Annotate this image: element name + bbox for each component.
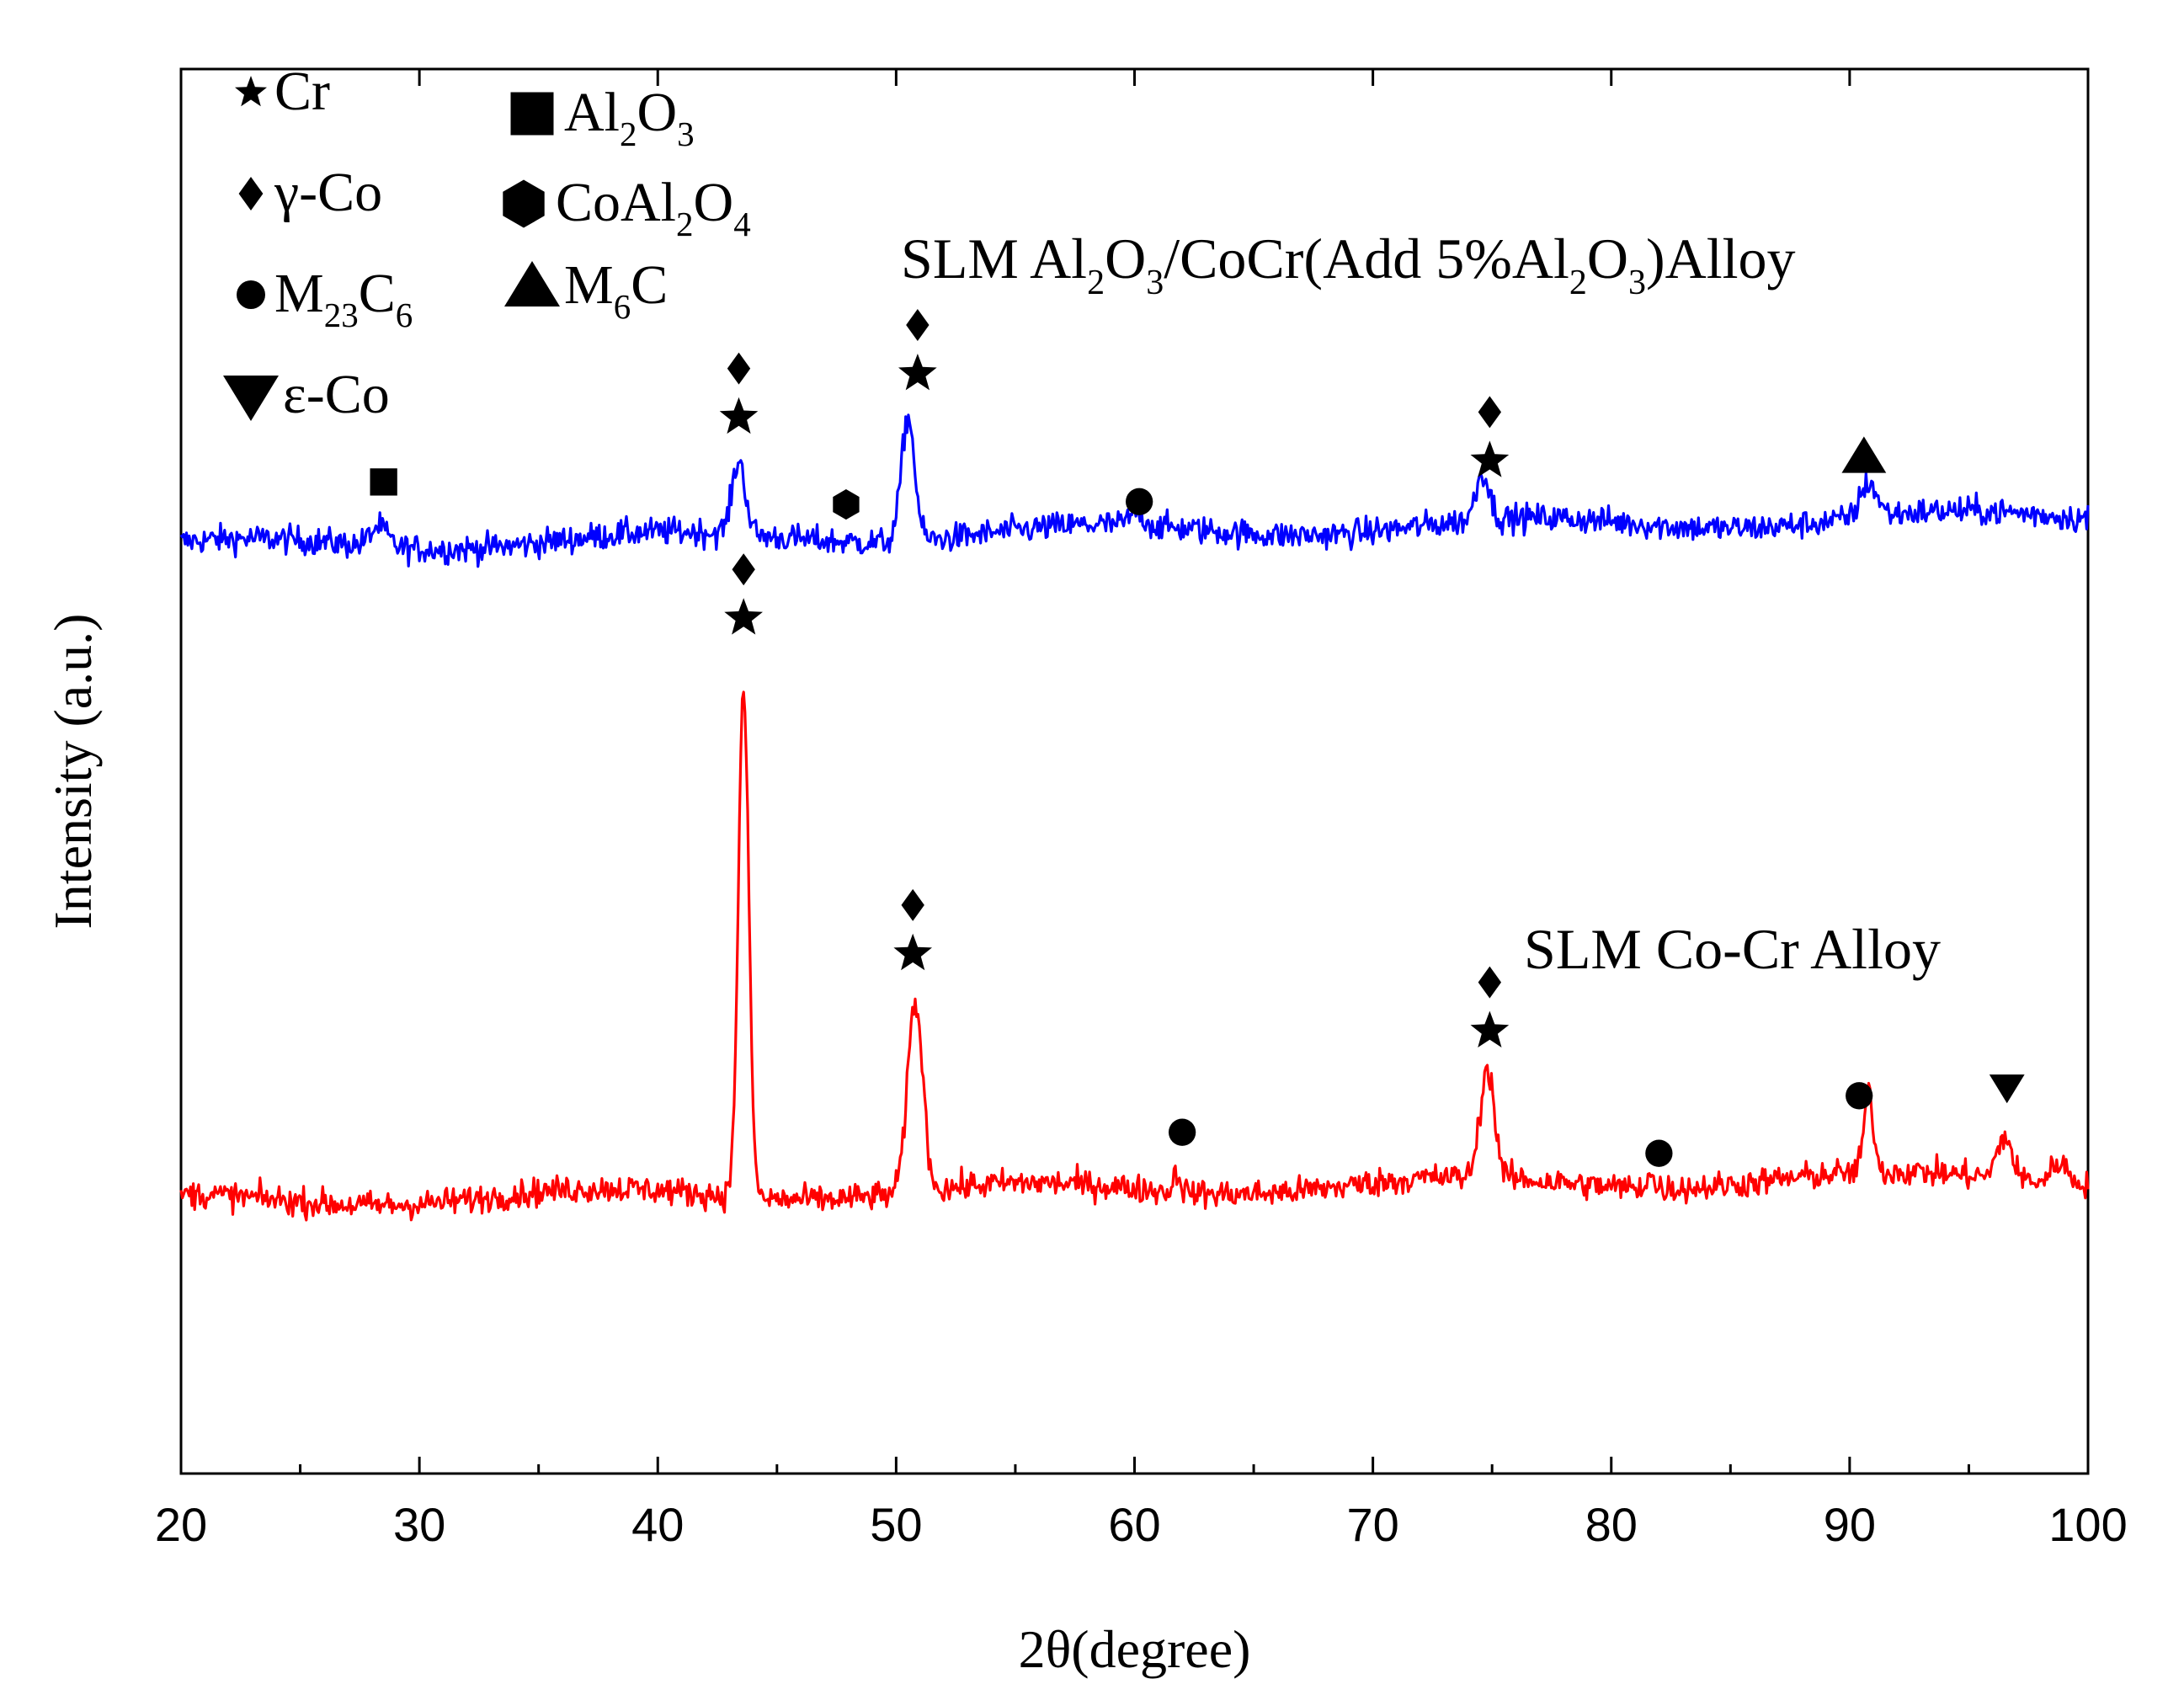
legend-label-part: 4 xyxy=(733,205,751,243)
annotation-star-marker xyxy=(724,598,763,635)
x-tick-label: 70 xyxy=(1346,1498,1398,1551)
legend-label-part: 2 xyxy=(620,115,637,153)
legend-label-part: C xyxy=(631,254,668,316)
annotation-diamond-marker xyxy=(901,888,924,921)
legend-label: M6C xyxy=(564,254,668,326)
series-label-0-part: 2 xyxy=(1569,264,1587,302)
annotation-star-marker xyxy=(719,397,759,434)
legend-label-part: γ-Co xyxy=(274,162,382,223)
annotation-diamond-marker xyxy=(906,308,930,341)
x-tick-label: 40 xyxy=(631,1498,684,1551)
legend-label: CoAl2O4 xyxy=(556,172,751,243)
legend-star-marker xyxy=(235,76,267,107)
annotation-circle-marker xyxy=(1126,488,1153,515)
legend-label-part: C xyxy=(359,263,396,324)
series-label-1-part: SLM Co-Cr Alloy xyxy=(1524,917,1941,981)
x-tick-label: 50 xyxy=(870,1498,922,1551)
legend-label-part: 2 xyxy=(676,205,694,243)
legend-label-part: M xyxy=(274,263,324,324)
annotation-square-marker xyxy=(370,468,397,496)
legend-label-part: CoAl xyxy=(556,172,676,233)
legend-label-part: ε-Co xyxy=(283,364,390,425)
series-label-0-part: 2 xyxy=(1087,264,1105,302)
peak-annotations xyxy=(370,308,2025,1167)
legend-label: ε-Co xyxy=(283,364,390,425)
legend-circle-marker xyxy=(237,280,265,309)
annotation-triangle-down-marker xyxy=(1989,1074,2025,1104)
legend-triangle-down-marker xyxy=(223,376,279,421)
legend-hexagon-marker xyxy=(503,179,545,228)
series-label-0-part: )Alloy xyxy=(1646,227,1796,290)
legend-triangle-up-marker xyxy=(504,261,560,306)
legend-label-part: Al xyxy=(564,82,620,143)
legend-label-part: 23 xyxy=(324,296,359,334)
annotation-circle-marker xyxy=(1168,1118,1196,1146)
annotation-diamond-marker xyxy=(732,553,755,586)
axes: 20 30 40 50 60 70 80 90 100 2θ(degree) Intensity (… xyxy=(43,67,2128,1679)
annotation-star-marker xyxy=(893,933,932,971)
legend-label: M23C6 xyxy=(274,263,413,334)
legend-label-part: O xyxy=(694,172,734,233)
series-label-0-part: /CoCr(Add 5%Al xyxy=(1164,227,1569,290)
annotation-triangle-up-marker xyxy=(1841,436,1887,473)
annotation-circle-marker xyxy=(1846,1082,1873,1110)
x-tick-label: 30 xyxy=(393,1498,445,1551)
series-label-1: SLM Co-Cr Alloy xyxy=(1524,917,1941,981)
legend-label-part: 3 xyxy=(677,115,695,153)
legend-label: γ-Co xyxy=(274,162,382,223)
series-label-0-part: O xyxy=(1105,227,1146,290)
x-axis-label: 2θ(degree) xyxy=(1019,1619,1251,1679)
legend-diamond-marker xyxy=(238,177,264,211)
y-axis-label: Intensity (a.u.) xyxy=(43,614,103,930)
x-tick-label: 100 xyxy=(2048,1498,2127,1551)
series-lines xyxy=(179,413,2090,1222)
legend-square-marker xyxy=(510,92,554,136)
series-line-1 xyxy=(179,690,2090,1222)
series-label-0-part: SLM Al xyxy=(901,227,1087,290)
legend-label-part: O xyxy=(637,82,678,143)
x-tick-label: 90 xyxy=(1824,1498,1876,1551)
annotation-circle-marker xyxy=(1645,1139,1673,1167)
legend-label: Cr xyxy=(274,61,330,122)
annotation-diamond-marker xyxy=(1478,396,1502,429)
legend-label-part: Cr xyxy=(274,61,330,122)
legend-label-part: 6 xyxy=(396,296,413,334)
annotation-hexagon-marker xyxy=(833,489,860,520)
annotation-diamond-marker xyxy=(727,352,751,385)
legend-label: Al2O3 xyxy=(564,82,695,153)
series-label-0-part: O xyxy=(1587,227,1628,290)
annotation-star-marker xyxy=(898,354,937,391)
legend-label-part: M xyxy=(564,254,614,316)
legend-label-part: 6 xyxy=(614,287,631,326)
annotation-diamond-marker xyxy=(1478,966,1502,999)
annotation-star-marker xyxy=(1470,1010,1510,1047)
x-tick-label: 20 xyxy=(155,1498,207,1551)
series-label-0-part: 3 xyxy=(1628,264,1646,302)
annotation-star-marker xyxy=(1470,440,1510,477)
x-tick-label: 60 xyxy=(1108,1498,1160,1551)
series-label-0: SLM Al2O3/CoCr(Add 5%Al2O3)Alloy xyxy=(901,227,1796,302)
x-tick-label: 80 xyxy=(1585,1498,1638,1551)
series-label-0-part: 3 xyxy=(1146,264,1164,302)
